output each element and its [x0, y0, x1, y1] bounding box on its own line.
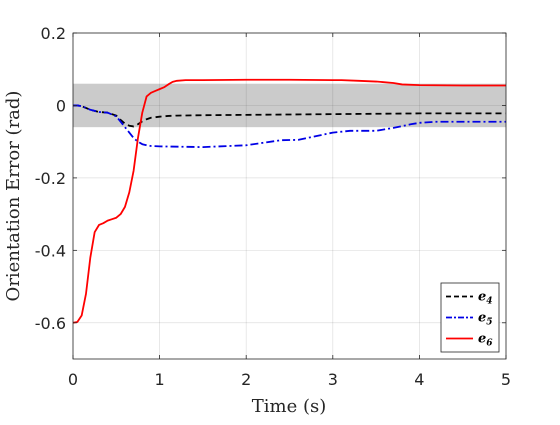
y-axis-label: Orientation Error (rad): [3, 91, 24, 302]
x-axis-label: Time (s): [252, 396, 327, 417]
x-tick-label: 2: [241, 370, 251, 389]
y-tick-label: -0.4: [35, 241, 66, 260]
series-group: [72, 78, 506, 324]
y-tick-label: -0.6: [35, 314, 66, 333]
legend-label-e5: e5: [478, 311, 493, 328]
x-tick-label: 0: [68, 370, 78, 389]
tolerance-band: [73, 83, 506, 128]
legend: e4 e5 e6: [440, 282, 500, 353]
x-tick-label: 1: [155, 370, 165, 389]
x-tick-label: 5: [501, 370, 511, 389]
y-tick-labels: 0.2 0 -0.2 -0.4 -0.6: [35, 24, 66, 333]
x-tick-labels: 0 1 2 3 4 5: [68, 370, 511, 389]
series-line-e4: [73, 104, 506, 128]
y-tick-label: 0: [56, 96, 66, 115]
legend-label-e4: e4: [478, 290, 493, 307]
series-line-e6: [72, 78, 506, 324]
x-tick-label: 3: [328, 370, 338, 389]
axis-ticks: [72, 32, 507, 359]
series-line-e5: [73, 104, 506, 149]
grid-lines: [72, 32, 507, 359]
legend-label-e6: e6: [478, 332, 493, 349]
x-tick-label: 4: [414, 370, 424, 389]
y-tick-label: -0.2: [35, 169, 66, 188]
y-tick-label: 0.2: [41, 24, 66, 43]
plot-frame: [72, 32, 507, 360]
